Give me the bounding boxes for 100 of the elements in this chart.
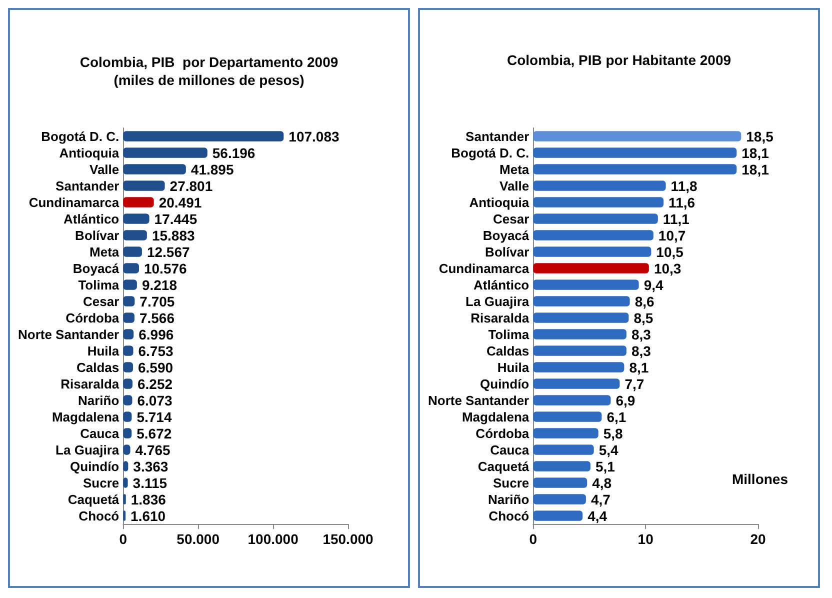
bar (123, 180, 165, 191)
y-tick-label: Caldas (486, 343, 530, 358)
y-tick-label: Chocó (488, 508, 530, 524)
y-tick-label: Nariño (488, 492, 530, 507)
bar (533, 280, 639, 290)
data-label: 5,1 (595, 458, 616, 474)
bar (123, 197, 154, 208)
data-label: 8,3 (631, 326, 652, 342)
data-label: 12.567 (146, 244, 190, 260)
y-tick-label: Valle (499, 178, 530, 194)
bar (123, 230, 147, 240)
data-label: 10,7 (658, 227, 686, 244)
bar (533, 148, 737, 158)
bar (533, 444, 594, 455)
bar (123, 263, 139, 274)
bar (533, 230, 654, 240)
x-tick-label: 100.000 (248, 531, 299, 547)
bar (533, 461, 590, 472)
data-label: 7,7 (624, 376, 644, 392)
data-label: 10,3 (654, 260, 682, 276)
data-label: 6.996 (138, 326, 174, 342)
data-label: 11,6 (668, 194, 696, 210)
data-label: 9.218 (142, 276, 178, 293)
data-label: 10.576 (144, 260, 188, 276)
y-tick-label: Valle (89, 162, 120, 177)
data-label: 5,4 (598, 442, 619, 458)
x-tick-label: 0 (529, 531, 538, 547)
data-label: 4,8 (592, 474, 612, 491)
y-tick-label: Nariño (78, 392, 120, 408)
x-tick-label: 10 (638, 531, 654, 547)
data-label: 6.252 (138, 376, 173, 392)
y-tick-label: Cesar (492, 211, 530, 226)
y-tick-label: Huila (87, 343, 120, 358)
data-label: 11,1 (662, 210, 690, 227)
bar (533, 395, 611, 406)
y-tick-label: Tolima (488, 326, 530, 342)
y-tick-label: Bolívar (75, 228, 120, 243)
data-label: 17.445 (154, 210, 198, 227)
data-label: 10,5 (656, 244, 684, 260)
y-tick-label: Antioquia (59, 145, 120, 160)
y-tick-label: Magdalena (52, 409, 120, 424)
data-label: 9,4 (644, 276, 664, 293)
bar (533, 197, 664, 208)
y-tick-label: Cauca (490, 442, 530, 458)
y-tick-label: Caquetá (478, 458, 530, 474)
y-tick-label: Bogotá D. C. (41, 128, 120, 144)
y-tick-label: Atlántico (474, 277, 530, 292)
data-label: 18,5 (746, 128, 774, 144)
data-label: 1.836 (130, 491, 166, 508)
y-tick-label: Antioquia (469, 194, 530, 210)
bar (533, 510, 583, 521)
y-tick-label: Caldas (76, 360, 120, 375)
data-label: 4,4 (588, 508, 608, 524)
y-tick-label: Quindío (480, 376, 530, 392)
data-label: 107.083 (288, 128, 340, 144)
data-label: 3.115 (132, 474, 168, 491)
bar (123, 246, 142, 257)
bar (533, 346, 626, 356)
bar (123, 164, 186, 174)
data-label: 56.196 (212, 144, 256, 161)
data-label: 6.073 (137, 392, 172, 408)
y-tick-label: Meta (500, 162, 530, 177)
y-tick-label: Boyacá (72, 260, 120, 276)
data-label: 27.801 (170, 178, 213, 194)
data-label: 6.753 (138, 342, 174, 359)
y-tick-label: Cundinamarca (28, 194, 120, 210)
y-tick-label: Norte Santander (428, 392, 530, 408)
bar (123, 214, 150, 224)
y-tick-label: Boyacá (482, 228, 530, 243)
data-label: 41.895 (190, 161, 234, 178)
data-label: 8,5 (634, 310, 654, 326)
data-label: 8,6 (634, 293, 654, 310)
y-tick-label: Magdalena (462, 409, 530, 424)
bar (123, 131, 284, 142)
data-label: 7.566 (139, 310, 175, 326)
data-label: 1.610 (130, 508, 166, 524)
data-label: 3.363 (133, 458, 168, 474)
bar (123, 280, 137, 290)
data-label: 11,8 (670, 178, 698, 194)
y-tick-label: Norte Santander (18, 326, 120, 342)
chart-title: Colombia, PIB por Departamento 2009 (80, 54, 338, 70)
y-tick-label: Córdoba (476, 426, 530, 441)
x-tick-label: 20 (750, 531, 766, 547)
y-tick-label: Risaralda (60, 376, 120, 392)
data-label: 6.590 (138, 359, 174, 376)
y-tick-label: Quindío (70, 458, 120, 474)
bar (533, 478, 588, 488)
data-label: 4,7 (590, 491, 611, 508)
bar (533, 180, 666, 191)
bar (533, 296, 630, 306)
y-tick-label: La Guajira (56, 442, 120, 458)
y-tick-label: Bogotá D. C. (451, 145, 530, 160)
chart-title: Colombia, PIB por Habitante 2009 (506, 52, 732, 68)
x-tick-label: 50.000 (176, 531, 220, 547)
y-tick-label: Santander (56, 178, 120, 194)
data-label: 15.883 (152, 227, 195, 244)
data-label: 20.491 (158, 194, 202, 210)
bar (533, 312, 629, 323)
y-tick-label: Huila (497, 360, 530, 375)
y-tick-label: Córdoba (66, 310, 120, 326)
